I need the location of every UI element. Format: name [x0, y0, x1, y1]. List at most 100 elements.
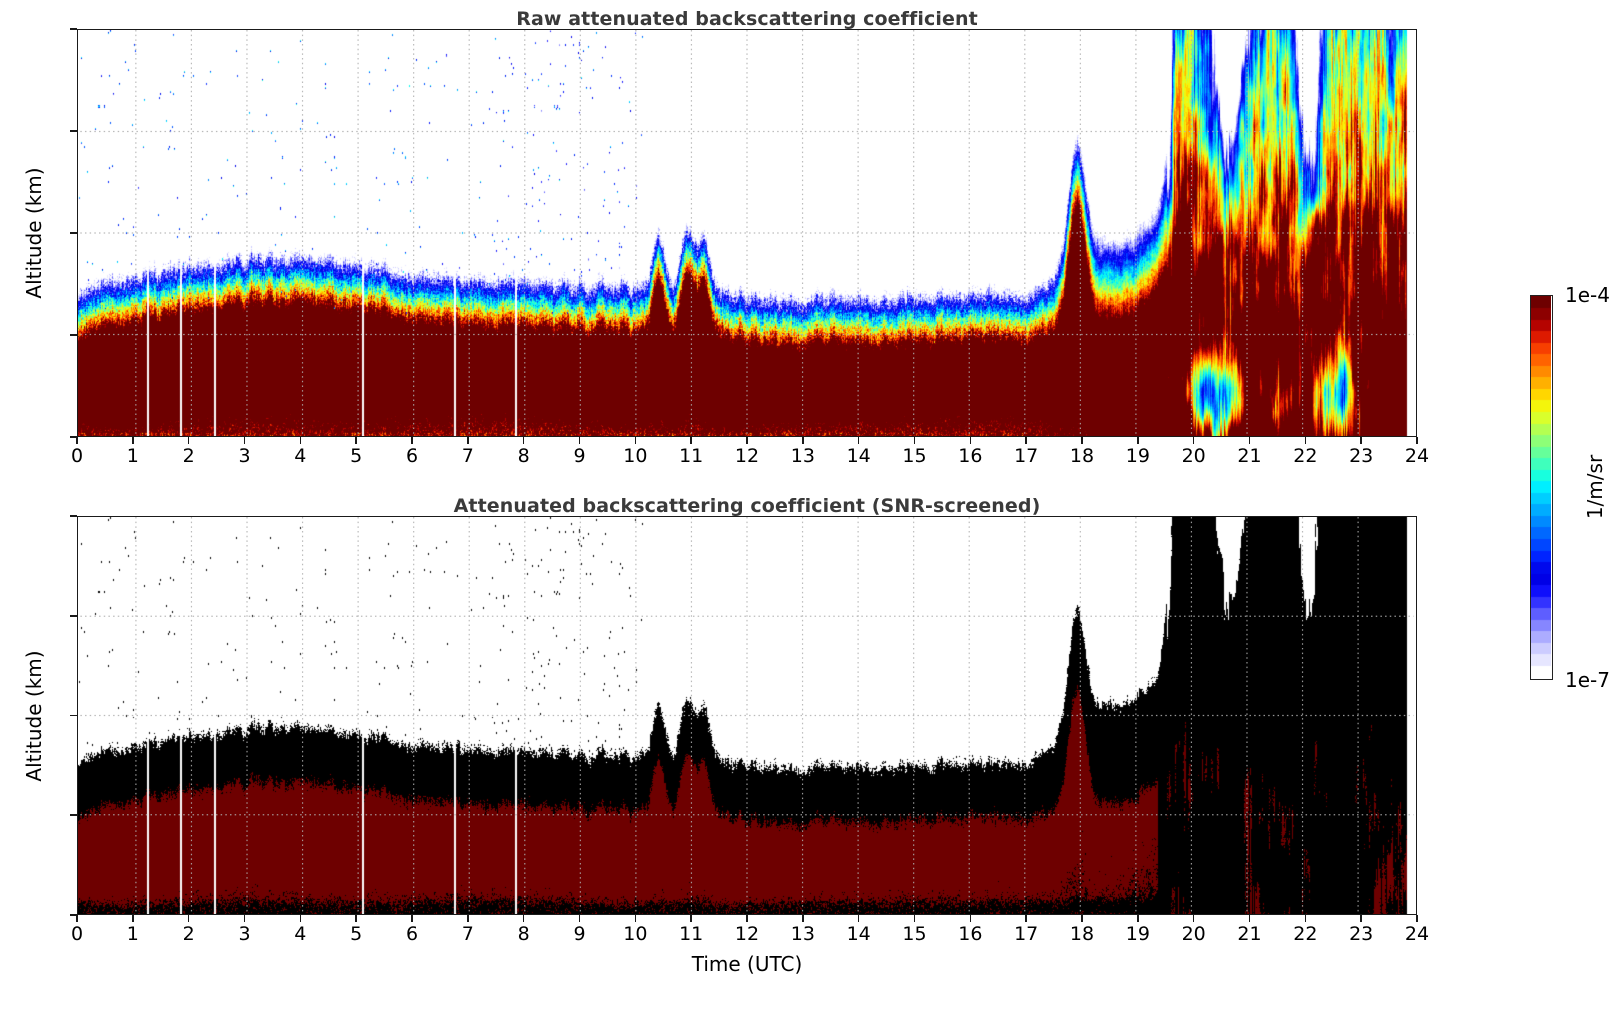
x-tick — [1081, 437, 1083, 444]
x-tick — [857, 437, 860, 444]
x-tick-label: 11 — [679, 445, 704, 467]
panel-screened-heatmap — [78, 517, 1416, 914]
x-tick — [243, 915, 246, 922]
x-tick — [1248, 915, 1251, 922]
y-tick — [70, 714, 77, 717]
x-tick — [522, 437, 525, 444]
x-tick — [1360, 915, 1362, 922]
x-tick-label: 11 — [679, 923, 704, 945]
x-tick — [913, 437, 916, 444]
x-tick — [411, 437, 413, 444]
x-tick — [802, 915, 804, 922]
x-tick-label: 24 — [1404, 445, 1430, 467]
panel-raw-title: Raw attenuated backscattering coefficien… — [516, 8, 978, 30]
x-tick — [578, 915, 581, 922]
x-tick-label: 24 — [1404, 923, 1430, 945]
x-tick-label: 12 — [734, 445, 760, 467]
x-tick-label: 2 — [182, 445, 195, 467]
y-tick — [70, 334, 77, 336]
x-tick-label: 10 — [623, 445, 648, 467]
x-tick — [411, 915, 413, 922]
y-tick — [70, 914, 77, 916]
x-tick-label: 23 — [1349, 445, 1374, 467]
x-tick-label: 12 — [734, 923, 760, 945]
x-tick — [802, 437, 804, 444]
panel-screened-plot-area[interactable] — [77, 516, 1417, 915]
x-tick — [467, 915, 469, 922]
x-tick-label: 5 — [350, 923, 363, 945]
x-tick-label: 16 — [958, 923, 983, 945]
x-tick — [969, 437, 972, 444]
x-tick-label: 5 — [350, 445, 363, 467]
x-tick-label: 22 — [1293, 923, 1318, 945]
x-tick-label: 17 — [1014, 445, 1039, 467]
x-tick-label: 13 — [790, 923, 815, 945]
x-tick — [857, 915, 860, 922]
colorbar-max-label: 1e-4 — [1565, 283, 1610, 307]
x-tick — [1137, 437, 1139, 444]
x-tick-label: 8 — [517, 923, 530, 945]
x-tick — [132, 437, 134, 444]
x-tick — [299, 915, 302, 922]
x-tick — [1192, 915, 1195, 922]
x-tick — [1248, 437, 1251, 444]
x-tick-label: 22 — [1293, 445, 1318, 467]
x-tick — [1137, 915, 1139, 922]
x-tick — [467, 437, 469, 444]
x-tick-label: 4 — [294, 445, 307, 467]
x-tick — [1416, 915, 1418, 922]
panel-screened-y-axis-label: Altitude (km) — [22, 650, 46, 782]
x-tick-label: 20 — [1181, 923, 1206, 945]
x-tick — [578, 437, 581, 444]
x-tick-label: 23 — [1349, 923, 1374, 945]
y-tick — [70, 130, 77, 132]
x-tick — [132, 915, 134, 922]
x-tick — [1192, 437, 1195, 444]
x-tick-label: 8 — [517, 445, 530, 467]
x-tick — [1304, 437, 1307, 444]
panel-raw-plot-area[interactable] — [77, 29, 1417, 437]
y-tick — [70, 28, 77, 30]
x-tick-label: 19 — [1125, 923, 1150, 945]
x-tick — [913, 915, 916, 922]
x-tick-label: 16 — [958, 445, 983, 467]
x-tick-label: 6 — [405, 445, 419, 467]
x-tick — [299, 437, 302, 444]
x-tick-label: 14 — [846, 445, 871, 467]
x-tick-label: 21 — [1237, 445, 1262, 467]
x-tick-label: 3 — [238, 923, 251, 945]
x-tick — [76, 437, 78, 444]
x-tick — [1416, 437, 1418, 444]
x-tick — [969, 915, 972, 922]
x-axis-label: Time (UTC) — [691, 952, 803, 976]
x-tick — [1081, 915, 1083, 922]
x-tick-label: 1 — [126, 923, 139, 945]
panel-raw-heatmap — [78, 30, 1416, 436]
x-tick-label: 17 — [1014, 923, 1039, 945]
x-tick — [746, 915, 748, 922]
x-tick-label: 9 — [573, 923, 586, 945]
x-tick-label: 14 — [846, 923, 871, 945]
y-tick — [70, 436, 77, 438]
y-tick — [70, 814, 77, 817]
x-tick-label: 0 — [70, 445, 84, 467]
x-tick-label: 19 — [1125, 445, 1150, 467]
x-tick — [76, 915, 78, 922]
panel-screened-title: Attenuated backscattering coefficient (S… — [453, 495, 1041, 517]
x-tick-label: 0 — [70, 923, 84, 945]
x-tick-label: 2 — [182, 923, 195, 945]
x-tick-label: 1 — [126, 445, 139, 467]
x-tick — [355, 437, 357, 444]
x-tick-label: 10 — [623, 923, 648, 945]
x-tick — [1304, 915, 1307, 922]
x-tick — [634, 437, 637, 444]
colorbar-canvas — [1531, 296, 1551, 678]
x-tick-label: 18 — [1069, 445, 1095, 467]
x-tick-label: 7 — [461, 445, 474, 467]
colorbar-unit-label: 1/m/sr — [1583, 454, 1607, 520]
x-tick — [746, 437, 748, 444]
x-tick-label: 6 — [405, 923, 419, 945]
y-tick — [70, 232, 77, 234]
x-tick — [1360, 437, 1362, 444]
